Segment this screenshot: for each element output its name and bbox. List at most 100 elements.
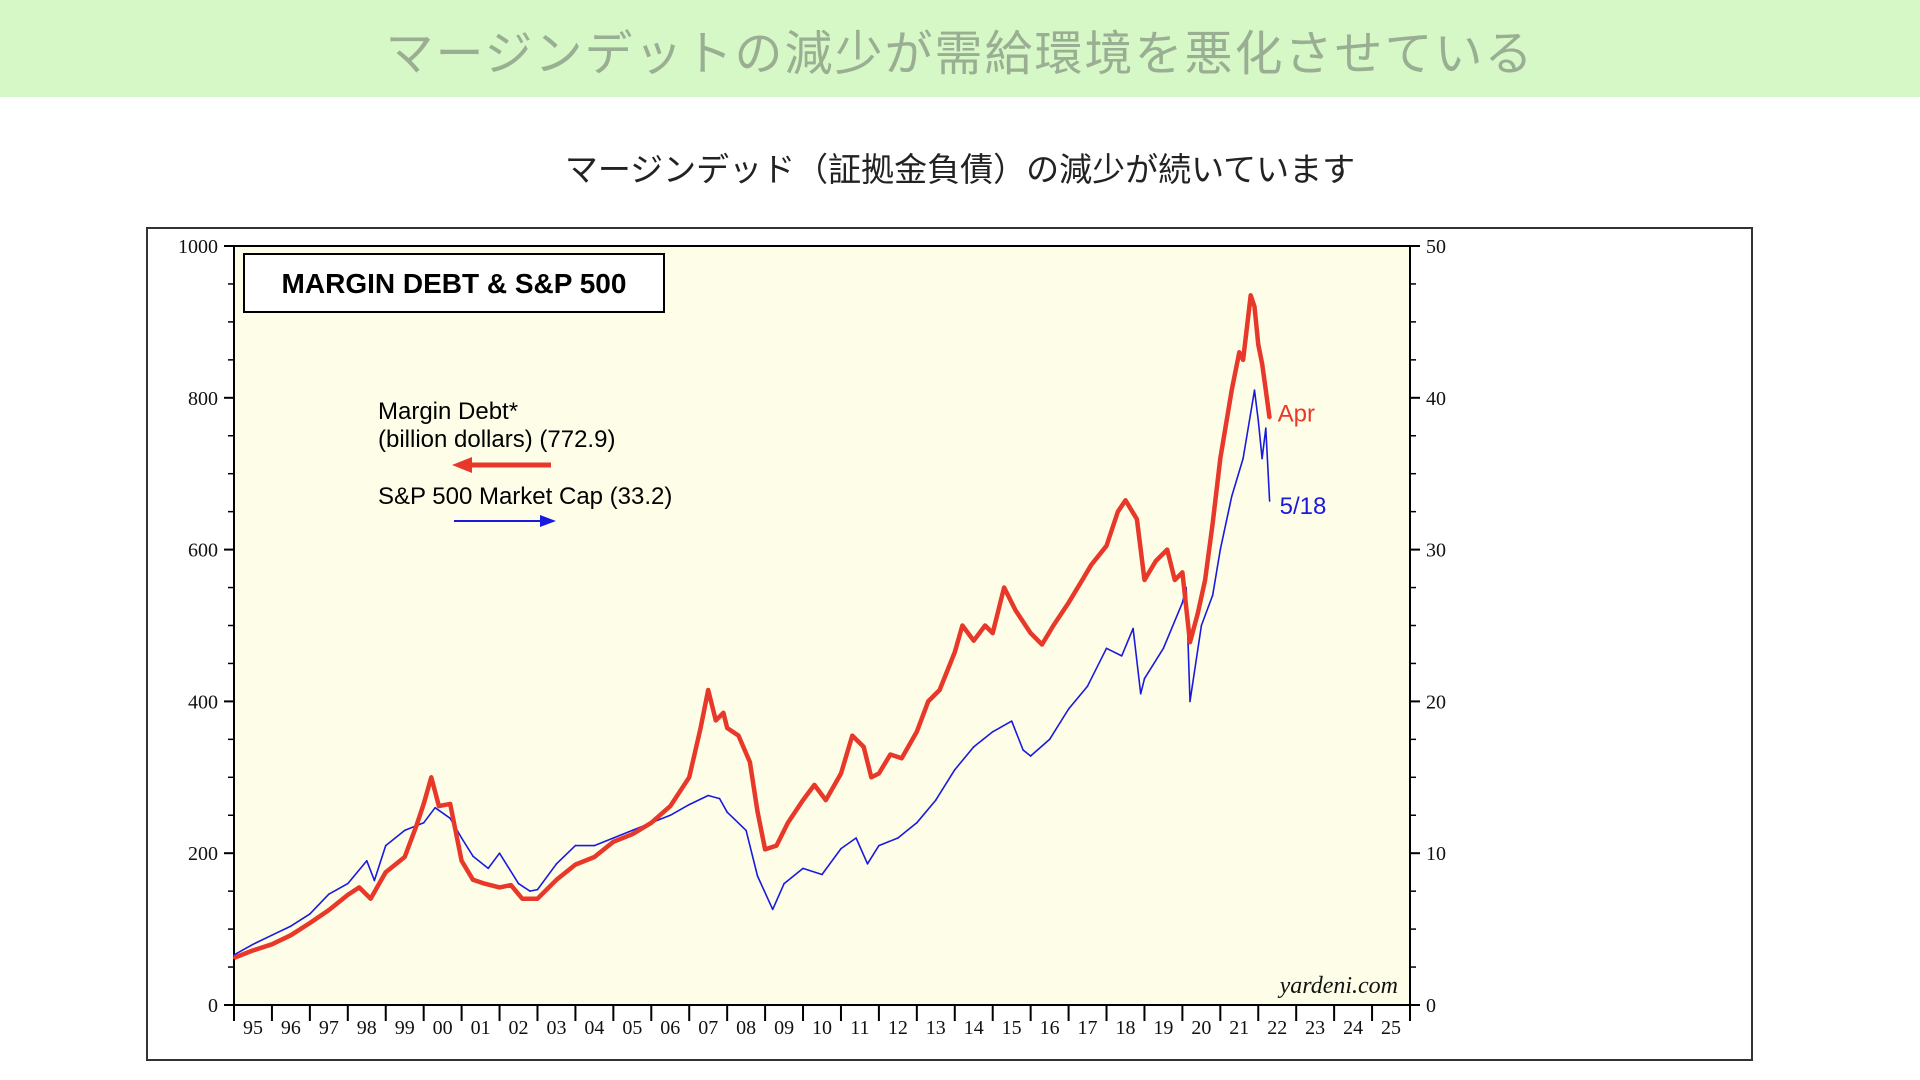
series-point-margin-debt [251,949,255,952]
series-point-margin-debt [862,745,865,749]
legend-margin-debt-line1: Margin Debt* [378,398,518,425]
x-axis-tick-label: 23 [1305,1017,1325,1039]
series-point-margin-debt [1268,417,1271,420]
x-axis-tick-label: 01 [471,1017,491,1039]
series-point-margin-debt [1154,559,1158,563]
series-point-margin-debt [1116,510,1120,513]
legend-sp500-label: S&P 500 Market Cap (33.2) [378,483,672,510]
series-point-margin-debt [824,798,827,802]
header-banner: マージンデットの減少が需給環境を悪化させている [0,0,1920,97]
series-point-sp500 [991,730,994,733]
x-axis-tick-label: 18 [1115,1017,1135,1039]
series-point-margin-debt [706,688,710,692]
series-point-margin-debt [232,956,236,960]
series-point-margin-debt [1188,640,1192,644]
left-axis-tick-label: 200 [188,843,218,865]
series-point-sp500 [517,882,520,885]
x-axis-tick-label: 17 [1078,1017,1098,1039]
series-point-sp500 [1261,457,1263,460]
series-point-margin-debt [521,897,524,900]
series-point-margin-debt [688,776,691,779]
series-point-sp500 [555,863,558,865]
series-point-sp500 [1143,677,1146,680]
series-point-margin-debt [1124,499,1127,502]
series-point-margin-debt [1196,612,1199,616]
series-point-margin-debt [471,878,475,881]
series-point-margin-debt [1257,343,1260,346]
series-point-sp500 [529,890,531,892]
x-axis-tick-label: 16 [1040,1017,1060,1039]
series-point-sp500 [574,844,577,847]
series-point-sp500 [460,837,463,839]
series-point-margin-debt [509,883,513,887]
series-point-sp500 [802,867,804,870]
series-point-sp500 [1242,457,1244,460]
series-point-sp500 [384,844,387,847]
series-point-margin-debt [1143,578,1146,582]
x-axis-tick-label: 03 [546,1017,566,1039]
series-point-margin-debt [414,825,418,828]
series-point-margin-debt [430,776,433,779]
series-point-margin-debt [346,893,350,897]
series-point-margin-debt [1230,389,1233,392]
x-axis-tick-label: 05 [622,1017,642,1039]
left-axis-tick-label: 400 [188,691,218,713]
series-point-margin-debt [1002,586,1006,589]
x-axis-tick-label: 12 [888,1017,908,1039]
x-axis-tick-label: 00 [433,1017,453,1039]
series-point-margin-debt [1173,578,1177,582]
x-axis-tick-label: 08 [736,1017,756,1039]
series-point-sp500 [855,837,857,839]
x-axis-tick-label: 04 [584,1017,604,1039]
series-point-margin-debt [1135,518,1139,521]
series-point-sp500 [403,829,406,832]
series-point-sp500 [916,822,918,824]
series-point-margin-debt [1260,362,1264,365]
series-point-margin-debt [870,776,873,779]
series-point-margin-debt [1238,351,1241,354]
x-axis-tick-label: 98 [357,1017,377,1039]
chart-title: MARGIN DEBT & S&P 500 [282,268,627,299]
series-point-margin-debt [1040,643,1044,646]
series-point-margin-debt [938,688,941,692]
series-point-sp500 [718,797,721,800]
right-axis-tick-label: 40 [1426,388,1446,410]
x-axis-tick-label: 99 [395,1017,415,1039]
left-axis-tick-label: 800 [188,388,218,410]
series-point-margin-debt [483,882,486,885]
x-axis-tick-label: 22 [1267,1017,1287,1039]
series-point-sp500 [593,844,596,847]
x-axis-tick-label: 07 [698,1017,718,1039]
x-axis-tick-label: 97 [319,1017,339,1039]
series-point-sp500 [422,822,425,824]
series-point-sp500 [631,829,634,832]
series-point-margin-debt [1090,563,1093,566]
x-axis-tick-label: 24 [1343,1017,1363,1039]
x-axis-tick-label: 25 [1381,1017,1401,1039]
series-point-sp500 [1268,500,1271,502]
series-point-sp500 [1086,685,1089,688]
series-point-sp500 [897,837,899,839]
series-point-margin-debt [756,810,759,813]
series-point-sp500 [290,925,292,927]
x-axis-tick-label: 14 [964,1017,984,1039]
x-axis-tick-label: 02 [509,1017,529,1039]
series-point-margin-debt [384,870,387,874]
series-point-margin-debt [699,726,702,730]
series-point-sp500 [821,873,823,876]
series-point-margin-debt [748,760,752,764]
series-point-sp500 [771,908,774,911]
series-point-margin-debt [900,757,903,760]
series-point-margin-debt [289,933,293,937]
series-point-margin-debt [1181,571,1184,574]
series-point-sp500 [536,888,539,891]
series-point-margin-debt [927,700,930,703]
series-point-margin-debt [1052,624,1055,627]
series-point-sp500 [1132,627,1134,630]
series-point-margin-debt [612,840,615,844]
series-point-sp500 [745,829,747,832]
series-point-margin-debt [839,772,843,775]
series-point-sp500 [935,799,937,801]
sp500-end-label: 5/18 [1280,493,1327,520]
